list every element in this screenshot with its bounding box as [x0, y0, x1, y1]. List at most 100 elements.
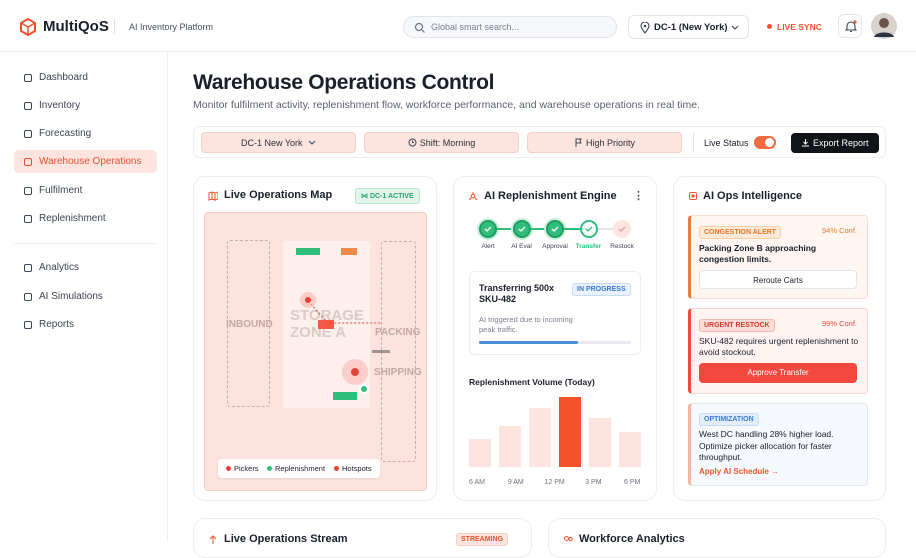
nav-label: Fulfilment	[39, 185, 83, 196]
export-button[interactable]: Export Report	[791, 133, 879, 153]
shift-filter[interactable]: Shift: Morning	[364, 132, 519, 153]
zone-label: SHIPPING	[374, 367, 422, 378]
step-label: Restock	[610, 243, 634, 250]
map-badge-label: DC-1 ACTIVE	[369, 193, 414, 200]
notifications-button[interactable]	[838, 14, 862, 38]
progress-fill	[479, 341, 578, 344]
search-box[interactable]: Global smart search...	[403, 16, 617, 38]
map-legend	[218, 459, 380, 478]
nav-label: Reports	[39, 319, 75, 330]
alert-tag: CONGESTION ALERT	[699, 226, 782, 239]
legend-dot	[334, 466, 339, 471]
shift-filter-label: Shift: Morning	[419, 138, 476, 148]
nav-item[interactable]: Forecasting	[14, 122, 157, 145]
inbound-zone	[227, 240, 270, 407]
divider	[693, 132, 694, 152]
nav-label: Warehouse Operations	[39, 156, 142, 167]
task-card	[469, 271, 641, 355]
page-title: Warehouse Operations Control	[193, 71, 495, 94]
legend-label: Replenishment	[275, 464, 326, 473]
alert-confidence: 94% Conf.	[822, 226, 858, 235]
step-connector	[597, 228, 613, 230]
legend-dot	[267, 466, 272, 471]
nav-item[interactable]: Inventory	[14, 94, 157, 117]
engine-icon	[468, 192, 478, 201]
alert-message: Packing Zone B approaching congestion li…	[699, 243, 817, 264]
bar	[529, 407, 551, 467]
nav-label: Analytics	[39, 262, 80, 273]
nav-label: Forecasting	[39, 128, 92, 139]
task-title: Transferring 500x SKU-482	[479, 283, 555, 304]
brand: MultiQoS	[43, 18, 109, 35]
workforce-icon	[564, 536, 573, 542]
step-label: Alert	[481, 243, 495, 250]
step-circle	[546, 220, 564, 238]
ops-icon	[689, 192, 697, 200]
stream-title: Live Operations Stream	[224, 533, 348, 545]
nav-item[interactable]: AI Simulations	[14, 285, 157, 308]
bar	[469, 439, 491, 467]
x-tick-label: 12 PM	[544, 479, 565, 486]
more-menu[interactable]: ⋮	[633, 190, 644, 202]
nav-item[interactable]: Replenishment	[14, 207, 157, 230]
x-tick-label: 6 PM	[624, 479, 641, 486]
zone-label: PACKING	[375, 327, 421, 338]
nav-item[interactable]: Reports	[14, 313, 157, 336]
location-label: DC-1 (New York)	[654, 22, 728, 33]
step-connector	[497, 228, 513, 230]
task-status: IN PROGRESS	[572, 283, 631, 296]
stream-badge: STREAMING	[456, 533, 508, 546]
chart-title: Replenishment Volume (Today)	[469, 377, 595, 387]
priority-filter-label: High Priority	[585, 138, 635, 148]
alert-confidence: 99% Conf.	[822, 319, 858, 328]
priority-filter[interactable]: High Priority	[527, 132, 682, 153]
bar	[619, 432, 641, 467]
step-circle	[512, 220, 531, 238]
legend-label: Hotspots	[342, 464, 372, 473]
sync-dot	[767, 24, 772, 29]
bar	[559, 397, 581, 467]
sync-status: LIVE SYNC	[777, 22, 822, 32]
alert-message: SKU-482 requires urgent replenishment to…	[699, 336, 859, 357]
map-title: Live Operations Map	[224, 189, 333, 201]
alert-action[interactable]: Reroute Carts	[699, 270, 857, 289]
live-status-toggle[interactable]	[754, 136, 776, 149]
step-circle	[579, 220, 598, 238]
alert-action[interactable]: Approve Transfer	[699, 363, 857, 383]
alert-tag: OPTIMIZATION	[699, 413, 759, 426]
ops-title: AI Ops Intelligence	[703, 190, 803, 202]
location-filter[interactable]: DC-1 New York	[201, 132, 356, 153]
map-badge: ⋈ DC-1 ACTIVE	[355, 188, 420, 204]
legend-dot	[226, 466, 231, 471]
x-tick-label: 9 AM	[507, 479, 524, 486]
nav-label: Inventory	[39, 100, 81, 111]
product-name: AI Inventory Platform	[129, 22, 214, 32]
avatar[interactable]	[871, 13, 897, 39]
nav-label: Dashboard	[39, 72, 88, 83]
sidebar-divider	[14, 243, 156, 244]
nav-item[interactable]: Analytics	[14, 256, 157, 279]
divider	[114, 19, 115, 34]
task-note: AI triggered due to incoming peak traffi…	[479, 315, 573, 334]
sidebar-border	[167, 52, 168, 541]
step-label: Transfer	[575, 243, 602, 250]
alert-action[interactable]: Apply AI Schedule →	[699, 467, 780, 476]
search-placeholder: Global smart search...	[431, 22, 520, 32]
location-filter-label: DC-1 New York	[240, 138, 303, 148]
bar	[589, 418, 611, 467]
step-connector	[564, 228, 580, 230]
legend-label: Pickers	[234, 464, 259, 473]
bar	[499, 426, 521, 467]
nav-label: Replenishment	[39, 213, 106, 224]
nav-item[interactable]: Fulfilment	[14, 179, 157, 202]
header	[0, 0, 916, 52]
step-label: Approval	[542, 243, 568, 250]
nav-item[interactable]: Warehouse Operations	[14, 150, 157, 173]
step-connector	[530, 228, 546, 230]
live-status-label: Live Status	[704, 138, 749, 148]
location-select[interactable]: DC-1 (New York)	[628, 15, 749, 39]
nav-item[interactable]: Dashboard	[14, 66, 157, 89]
step-label: AI Eval	[511, 243, 532, 250]
filter-bar	[193, 126, 886, 158]
